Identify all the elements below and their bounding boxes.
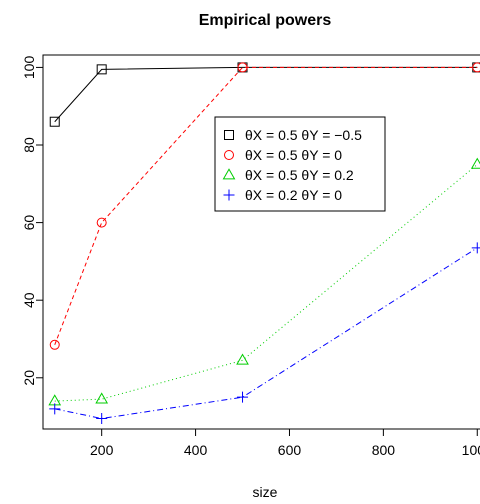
plot-box — [42, 54, 480, 430]
legend-marker — [224, 150, 234, 160]
x-tick-label: 400 — [184, 442, 208, 458]
x-axis: 200 400 600 800 1000 — [90, 428, 480, 458]
series-line — [54, 164, 478, 402]
chart-title: Empirical powers — [199, 12, 332, 29]
legend-label: θX = 0.5 θY = 0 — [245, 147, 342, 163]
y-tick-label: 40 — [21, 292, 37, 308]
series-4 — [49, 242, 480, 425]
data-point — [237, 62, 248, 73]
data-point — [471, 242, 480, 254]
legend-label: θX = 0.5 θY = 0.2 — [245, 167, 354, 183]
data-point — [49, 339, 60, 350]
legend-item: θX = 0.2 θY = 0 — [223, 187, 342, 203]
legend-label: θX = 0.5 θY = −0.5 — [245, 127, 362, 143]
data-point — [49, 403, 61, 415]
data-point — [95, 392, 109, 404]
data-point — [96, 217, 107, 228]
y-tick-label: 80 — [21, 137, 37, 153]
series-line — [54, 66, 478, 345]
x-tick-label: 800 — [372, 442, 396, 458]
data-point — [236, 353, 249, 365]
legend-item: θX = 0.5 θY = 0.2 — [222, 167, 354, 183]
legend-label: θX = 0.2 θY = 0 — [245, 187, 342, 203]
series-layer — [48, 62, 480, 425]
legend-box — [214, 116, 386, 212]
data-point — [472, 62, 480, 73]
legend-item: θX = 0.5 θY = −0.5 — [224, 127, 362, 143]
legend-marker — [222, 168, 236, 180]
legend: θX = 0.5 θY = −0.5 θX = 0.5 θY = 0 θX = 0.… — [214, 116, 386, 212]
data-point — [96, 64, 107, 75]
y-tick-label: 60 — [21, 215, 37, 231]
data-point — [96, 413, 108, 425]
series-2 — [49, 62, 480, 350]
y-tick-label: 20 — [21, 370, 37, 386]
data-point — [470, 157, 480, 169]
data-point — [237, 391, 249, 403]
legend-marker — [223, 189, 235, 201]
series-line — [54, 66, 478, 123]
x-tick-label: 600 — [278, 442, 302, 458]
x-tick-label: 200 — [90, 442, 114, 458]
legend-marker — [224, 130, 234, 140]
x-tick-label: 1000 — [462, 442, 480, 458]
legend-item: θX = 0.5 θY = 0 — [224, 147, 342, 163]
data-point — [49, 116, 60, 127]
y-axis: 20 40 60 80 100 — [21, 56, 44, 386]
x-axis-label: size — [253, 484, 278, 500]
y-tick-label: 100 — [21, 56, 37, 80]
series-line — [54, 247, 478, 420]
